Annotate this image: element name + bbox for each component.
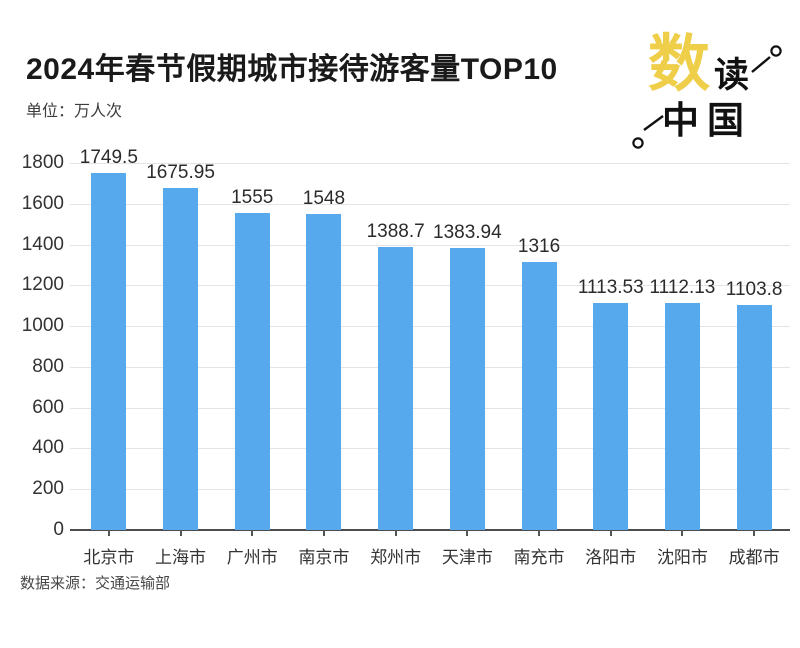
x-axis-tick xyxy=(538,530,541,536)
shudu-zhongguo-logo: 数 读 中国 xyxy=(600,20,800,160)
y-axis-label: 0 xyxy=(53,519,64,540)
x-axis-tick xyxy=(466,530,469,536)
bar-value-label: 1555 xyxy=(231,186,274,208)
x-axis-label: 成都市 xyxy=(728,548,780,567)
y-axis-label: 400 xyxy=(32,437,64,459)
x-axis-label: 南充市 xyxy=(513,548,565,567)
gridline xyxy=(70,326,790,328)
x-axis-tick xyxy=(251,530,254,536)
gridline xyxy=(70,203,790,205)
unit-label: 单位：万人次 xyxy=(26,103,123,120)
gridline xyxy=(70,285,790,287)
x-axis-tick xyxy=(609,530,612,536)
bar xyxy=(521,261,557,530)
bar xyxy=(306,214,342,530)
x-axis-tick xyxy=(107,530,110,536)
y-axis-label: 1200 xyxy=(21,274,64,296)
y-axis-label: 200 xyxy=(32,478,64,500)
bar-value-label: 1112.13 xyxy=(649,277,716,299)
chart-title: 2024年春节假期城市接待游客量TOP10 xyxy=(26,53,558,86)
x-axis-label: 洛阳市 xyxy=(585,548,637,567)
bar xyxy=(664,303,700,530)
bar xyxy=(593,302,629,530)
data-source-note: 数据来源：交通运输部 xyxy=(20,575,171,592)
x-axis-tick xyxy=(753,530,756,536)
x-axis-label: 北京市 xyxy=(83,548,135,567)
y-axis-label: 1600 xyxy=(21,192,64,214)
bar-value-label: 1548 xyxy=(302,188,346,210)
bar-value-label: 1383.94 xyxy=(433,221,502,243)
x-axis-label: 天津市 xyxy=(441,548,493,567)
gridline xyxy=(70,163,790,164)
x-axis-tick xyxy=(681,530,684,536)
gridline xyxy=(70,366,790,368)
logo-chars-zhongguo: 中国 xyxy=(662,101,752,142)
bar-value-label: 1675.95 xyxy=(146,162,215,184)
logo-char-du: 读 xyxy=(714,56,750,95)
gridline xyxy=(70,489,790,491)
y-axis-label: 1800 xyxy=(21,152,64,173)
x-axis-label: 郑州市 xyxy=(370,548,422,567)
bar-value-label: 1316 xyxy=(517,235,561,257)
x-axis-label: 沈阳市 xyxy=(656,548,708,567)
bar xyxy=(234,212,270,530)
x-axis-line xyxy=(70,529,790,531)
bar xyxy=(736,304,772,530)
x-axis-label: 上海市 xyxy=(155,548,207,567)
bar xyxy=(163,188,199,530)
gridline xyxy=(70,448,790,450)
bar xyxy=(378,246,414,530)
gridline xyxy=(70,407,790,409)
bar-value-label: 1388.7 xyxy=(366,220,425,242)
x-axis-tick xyxy=(179,530,182,536)
bar-value-label: 1113.53 xyxy=(577,276,644,298)
logo-char-shu: 数 xyxy=(648,31,711,99)
bar-value-label: 1749.5 xyxy=(79,147,138,169)
bar xyxy=(91,173,127,530)
y-axis-label: 800 xyxy=(32,355,64,377)
bar xyxy=(449,247,485,530)
trend-line-decoration-icon xyxy=(632,45,782,149)
y-axis-label: 600 xyxy=(32,396,64,418)
bar-value-label: 1103.8 xyxy=(725,278,783,300)
y-axis-label: 1400 xyxy=(21,233,64,255)
x-axis-tick xyxy=(394,530,397,536)
x-axis-label: 南京市 xyxy=(298,548,350,567)
y-axis-label: 1000 xyxy=(21,315,64,337)
x-axis-label: 广州市 xyxy=(226,548,278,567)
x-axis-tick xyxy=(322,530,325,536)
gridline xyxy=(70,244,790,246)
